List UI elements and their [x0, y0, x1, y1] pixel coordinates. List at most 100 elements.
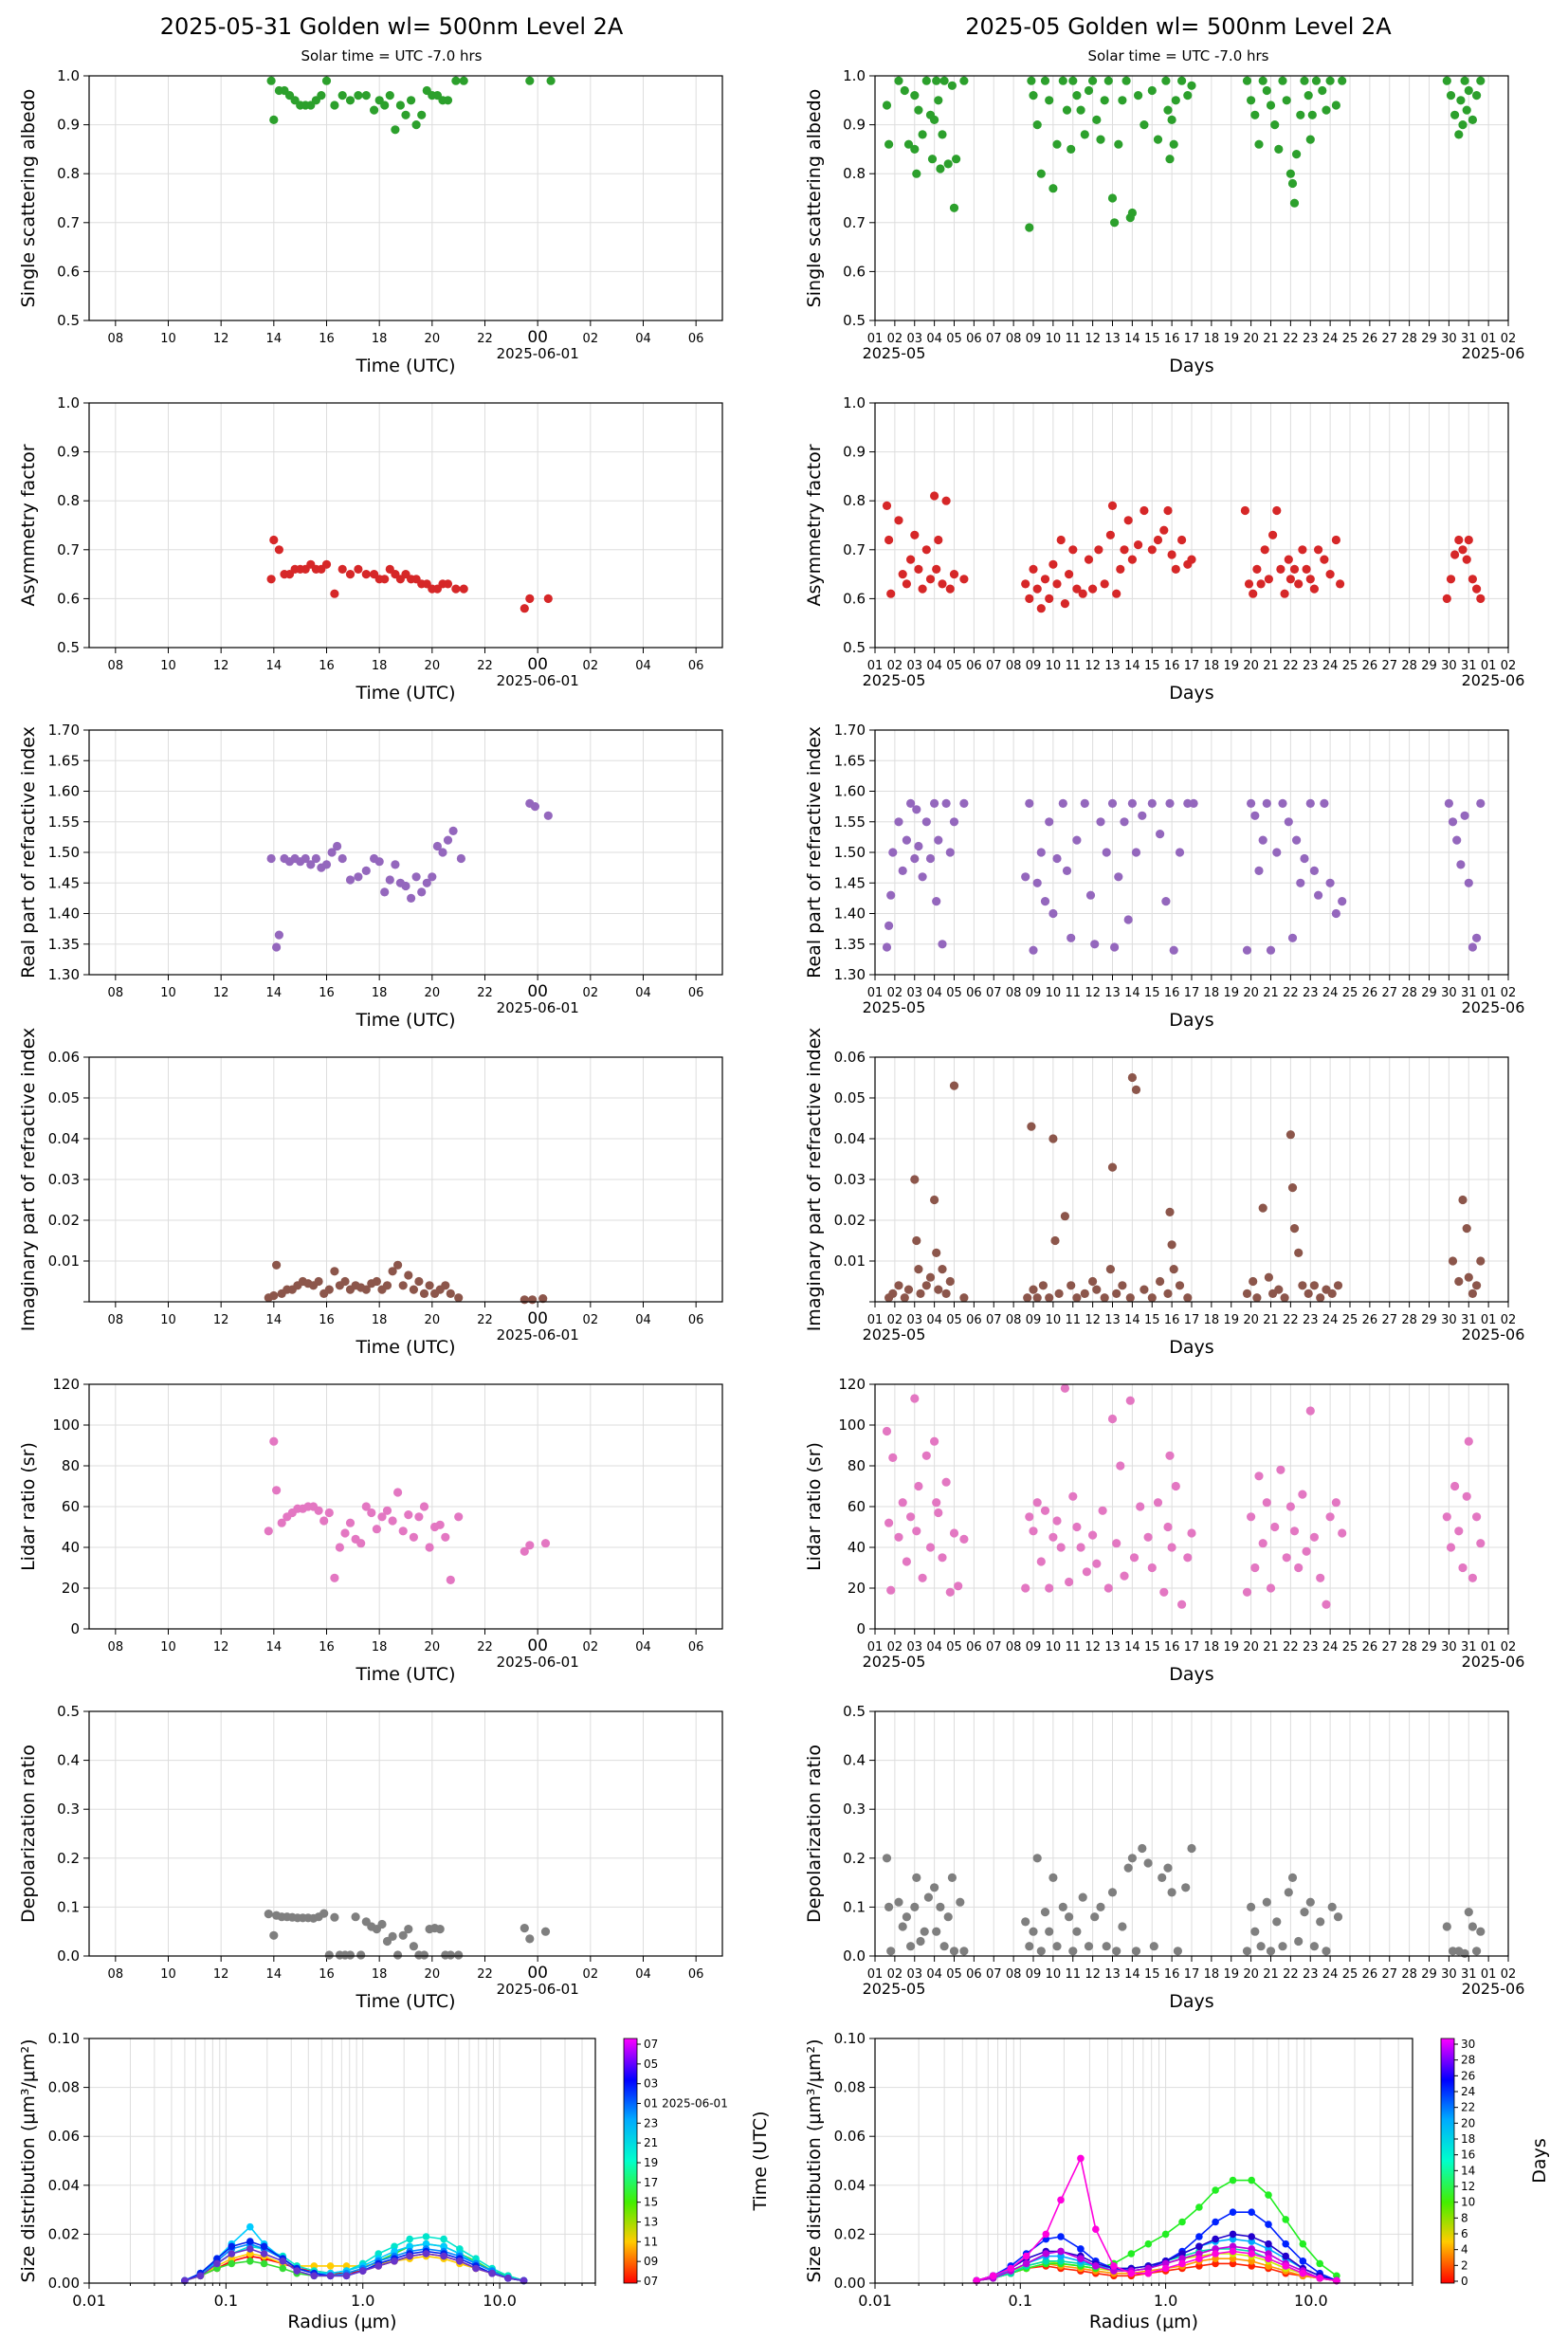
l_depol-ytick-label: 0.1 [57, 1898, 80, 1915]
l_ssa-xtick-label: 20 [425, 332, 441, 346]
l_asym-point [380, 575, 390, 584]
r_depol-point [912, 1873, 921, 1882]
r_asym-point [1450, 550, 1460, 559]
l_imag-point [314, 1276, 323, 1287]
r_ssa-point [927, 155, 938, 164]
r_depol-point [947, 1873, 957, 1882]
r_depol-point [1333, 1912, 1343, 1922]
r_ssa-ylabel: Single scattering albedo [804, 89, 825, 308]
r_imag-xtick-label: 19 [1223, 1313, 1239, 1327]
l_size-colorbar-tick-label: 11 [644, 2235, 658, 2248]
r_asym-point [1065, 570, 1074, 579]
l_real-point [311, 853, 320, 864]
r_lidar-point [1177, 1600, 1187, 1609]
l_lidar-ylabel: Lidar ratio (sr) [18, 1442, 39, 1571]
r_depol-point [1247, 1902, 1256, 1911]
l_asym-xtick-label: 06 [688, 659, 704, 673]
r_ssa-point [1118, 96, 1127, 105]
r_ssa-point [947, 81, 957, 90]
r_depol-point [1327, 1902, 1337, 1911]
l_lidar-panel: 08 10 12 14 16 18 20 22 00 02 04 06 0 20 40 60 80 100 120 T… [18, 1376, 723, 1685]
r_ssa-point [1278, 76, 1287, 85]
r_lidar-xtick-label: 25 [1342, 1640, 1358, 1654]
l_asym-point [525, 594, 535, 604]
r_real-point [1138, 811, 1147, 820]
r_real-point [1156, 830, 1165, 839]
r_lidar-point [934, 1508, 943, 1518]
l_real-point [411, 872, 421, 882]
r_asym-point [1163, 505, 1173, 516]
l_imag-point [520, 1295, 529, 1305]
r_asym-frame [874, 402, 1509, 649]
r_ssa-point [1318, 85, 1327, 96]
r_real-point [1472, 933, 1482, 942]
r_asym-point [1021, 579, 1030, 589]
r_asym-xtick-label: 07 [986, 659, 1002, 673]
l_lidar-frame [88, 1383, 723, 1630]
r_ssa-point [1062, 105, 1072, 115]
l_real-ytick-label: 1.35 [48, 936, 80, 953]
r_ssa-point [1292, 150, 1302, 159]
r_lidar-ytick-label: 20 [848, 1580, 866, 1597]
r_lidar-xtick-label: 04 [926, 1640, 942, 1654]
r_depol-xtick-label: 17 [1184, 1967, 1200, 1982]
r_depol-xtick-label: 11 [1065, 1967, 1081, 1982]
r_real-point [932, 897, 941, 906]
r_asym-point [1285, 575, 1295, 584]
l_size-xtick-label: 10.0 [483, 2292, 517, 2310]
r_lidar-point [1331, 1498, 1340, 1508]
r_lidar-xtick-label: 22 [1283, 1640, 1299, 1654]
r_asym-xtick-label: 12 [1085, 659, 1101, 673]
r_real-point [1080, 798, 1089, 809]
r_lidar-point [941, 1477, 951, 1487]
l_depol-xtick-label: 16 [319, 1967, 335, 1982]
r_lidar-point [954, 1581, 963, 1591]
l_depol-point [520, 1924, 529, 1933]
l_imag-point [330, 1267, 339, 1276]
l_depol-point [269, 1930, 279, 1940]
r_depol-xtick-label: 13 [1104, 1967, 1121, 1982]
r_lidar-point [1258, 1539, 1267, 1548]
r_real-point [910, 853, 920, 864]
l_size-series-point [228, 2250, 236, 2258]
r_lidar-point [1068, 1491, 1078, 1501]
r_lidar-xtick-label: 02 [1501, 1640, 1517, 1654]
r_depol-point [1476, 1927, 1486, 1936]
r_real-point [1175, 848, 1185, 857]
r_size-series-point [1077, 2255, 1085, 2262]
r_ssa-point [1446, 91, 1456, 101]
r_imag-ytick-label: 0.02 [834, 1212, 866, 1229]
l_size-series-line [184, 2248, 524, 2282]
r_asym-point [1314, 545, 1323, 555]
l_asym-xtick-label: 02 [583, 659, 599, 673]
r_depol-point [898, 1922, 907, 1931]
r_asym-point [1120, 545, 1129, 555]
l_ssa-point [451, 76, 461, 85]
l_imag-point [454, 1293, 464, 1303]
l_asym-point [520, 604, 529, 613]
l_size-series-point [440, 2235, 447, 2243]
r_imag-point [1072, 1293, 1082, 1303]
r_ssa-point [939, 76, 949, 85]
r_size-series-point [1212, 2186, 1219, 2194]
r_lidar-xtick-label: 29 [1421, 1640, 1437, 1654]
r_lidar-xtick-label: 24 [1322, 1640, 1339, 1654]
l_ssa-ytick-label: 0.6 [57, 263, 80, 280]
r_ssa-point [882, 101, 892, 110]
r_size-series-point [1144, 2264, 1153, 2273]
r_ssa-point [938, 130, 947, 139]
r_asym-point [1305, 575, 1315, 584]
r_ssa-point [1247, 96, 1256, 105]
l_asym-point [361, 570, 371, 579]
r_lidar-point [1036, 1557, 1046, 1566]
r_real-xtick-label: 10 [1046, 986, 1062, 1000]
r_size-colorbar-tick-label: 2 [1461, 2258, 1468, 2272]
r_depol-point [1287, 1873, 1298, 1882]
r_real-point [941, 798, 951, 809]
r_imag-xtick-label: 21 [1263, 1313, 1279, 1327]
r_real-xtick-label: 15 [1144, 986, 1160, 1000]
l_size-colorbar-tick-label: 15 [644, 2196, 658, 2209]
r_imag-frame [874, 1056, 1509, 1303]
l_lidar-point [441, 1532, 450, 1542]
r_size-ytick-label: 0.04 [834, 2177, 866, 2194]
